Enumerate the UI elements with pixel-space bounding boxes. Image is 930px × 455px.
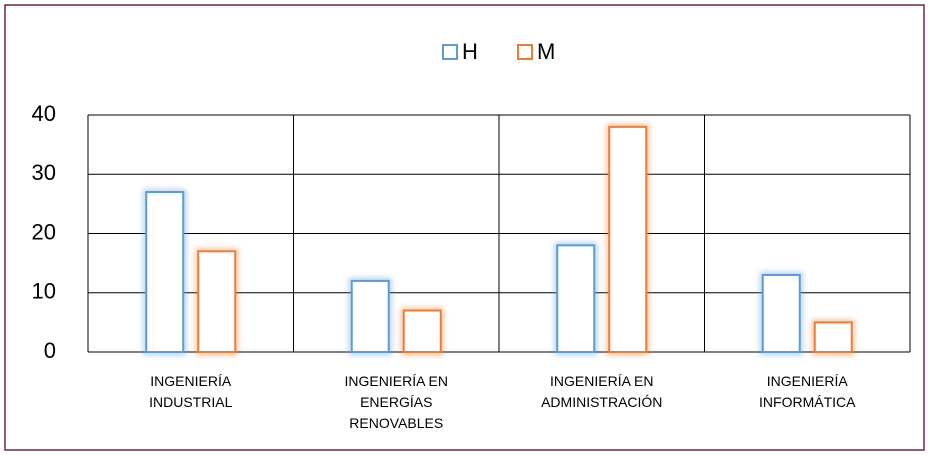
y-tick-label: 40 [32, 101, 56, 126]
y-tick-label: 10 [32, 279, 56, 304]
y-tick-label: 20 [32, 219, 56, 244]
bar [556, 244, 596, 354]
y-tick-label: 30 [32, 160, 56, 185]
legend-swatch [517, 44, 533, 60]
legend-label: M [537, 39, 555, 64]
bar [402, 309, 442, 353]
x-tick-label: INGENIERÍA INDUSTRIAL [149, 373, 233, 410]
bar [350, 279, 390, 353]
legend-label: H [462, 39, 478, 64]
bar [608, 125, 648, 353]
legend-swatch [442, 44, 458, 60]
bar [197, 250, 237, 353]
x-tick-label: INGENIERÍA EN ADMINISTRACIÓN [541, 373, 663, 410]
x-tick-label: INGENIERÍA INFORMÁTICA [759, 373, 856, 410]
x-tick-label: INGENIERÍA EN ENERGÍAS RENOVABLES [344, 373, 448, 431]
bar [145, 191, 185, 353]
y-tick-label: 0 [44, 338, 56, 363]
bar [761, 273, 801, 354]
bar [813, 321, 853, 353]
